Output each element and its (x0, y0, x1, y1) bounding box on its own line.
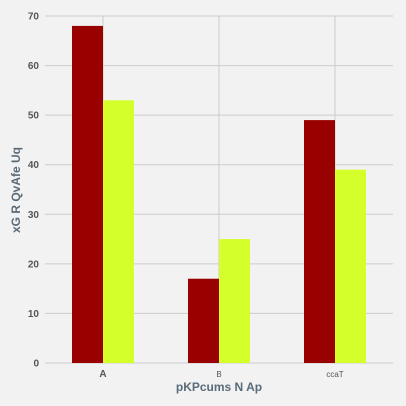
y-tick-label: 20 (28, 259, 40, 270)
y-tick-label: 40 (28, 160, 40, 171)
y-tick-label: 10 (28, 309, 40, 320)
y-tick-label: 50 (28, 111, 40, 122)
bar-series-2-ccaT (335, 169, 366, 363)
x-axis-title: pKPcums N Ap (176, 380, 262, 394)
x-tick-label: A (99, 369, 106, 380)
bars (72, 25, 366, 364)
bar-series-1-ccaT (304, 120, 335, 363)
bar-series-1-A (72, 25, 103, 364)
y-tick-label: 60 (28, 61, 40, 72)
y-tick-labels: 0 10 20 30 40 50 60 70 (28, 12, 40, 370)
y-axis-title: xG R QvAfe Uq (9, 147, 23, 233)
y-tick-label: 30 (28, 210, 40, 221)
x-tick-label: ccaT (326, 370, 343, 379)
bar-series-2-A (103, 100, 134, 364)
y-tick-label: 70 (28, 12, 40, 23)
bar-series-1-B (188, 278, 219, 363)
y-tick-label: 0 (33, 359, 39, 370)
bar-series-2-B (219, 239, 250, 363)
x-tick-label: B (216, 370, 221, 379)
